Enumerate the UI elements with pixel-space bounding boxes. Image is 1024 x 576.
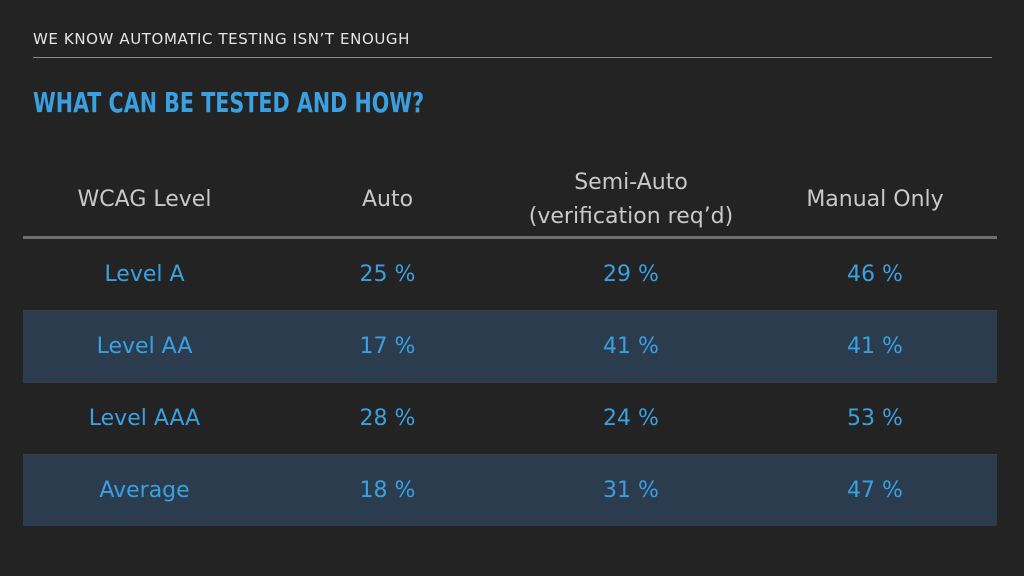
column-header-semi-auto: Semi-Auto (verification req’d)	[509, 164, 753, 239]
slide-kicker: WE KNOW AUTOMATIC TESTING ISN’T ENOUGH	[33, 30, 411, 48]
table-row: Level AA 17 % 41 % 41 %	[23, 310, 997, 383]
cell-level: Level AA	[23, 310, 266, 383]
table-row: Average 18 % 31 % 47 %	[23, 454, 997, 526]
column-header-label: WCAG Level	[77, 187, 212, 212]
cell-manual-only: 47 %	[753, 454, 997, 526]
column-header-wcag-level: WCAG Level	[23, 164, 266, 239]
cell-semi-auto: 41 %	[509, 310, 753, 383]
cell-level: Level AAA	[23, 382, 266, 455]
column-header-sublabel: (verification req’d)	[528, 204, 734, 229]
kicker-divider	[33, 57, 992, 58]
column-header-auto: Auto	[266, 164, 509, 239]
slide-title: WHAT CAN BE TESTED AND HOW?	[33, 86, 425, 119]
table-header-row: WCAG Level Auto Semi-Auto (verification …	[23, 164, 997, 239]
wcag-testing-table: WCAG Level Auto Semi-Auto (verification …	[23, 164, 997, 526]
cell-manual-only: 46 %	[753, 237, 997, 311]
cell-semi-auto: 29 %	[509, 237, 753, 311]
cell-semi-auto: 24 %	[509, 382, 753, 455]
column-header-manual-only: Manual Only	[753, 164, 997, 239]
cell-auto: 25 %	[266, 237, 509, 311]
cell-semi-auto: 31 %	[509, 454, 753, 526]
cell-auto: 28 %	[266, 382, 509, 455]
cell-auto: 18 %	[266, 454, 509, 526]
cell-level: Level A	[23, 237, 266, 311]
column-header-label: Manual Only	[806, 187, 944, 212]
table-row: Level A 25 % 29 % 46 %	[23, 237, 997, 311]
cell-auto: 17 %	[266, 310, 509, 383]
column-header-label: Semi-Auto	[574, 170, 688, 195]
cell-level: Average	[23, 454, 266, 526]
cell-manual-only: 41 %	[753, 310, 997, 383]
table-row: Level AAA 28 % 24 % 53 %	[23, 382, 997, 455]
column-header-label: Auto	[361, 187, 414, 212]
cell-manual-only: 53 %	[753, 382, 997, 455]
